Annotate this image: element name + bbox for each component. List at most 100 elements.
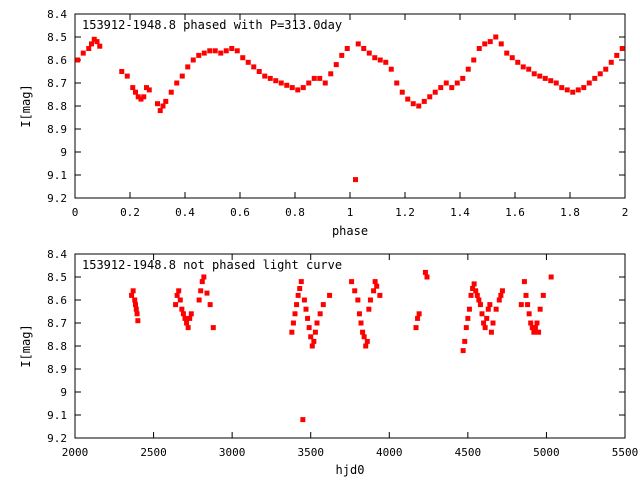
phased-data-point: [322, 80, 328, 86]
unphased-data-point: [476, 297, 482, 303]
phased-x-axis: 0 0.2 0.4 0.6 0.8 1 1.2 1.4 1.6 1.8 2: [72, 14, 628, 219]
phased-data-point: [300, 85, 306, 91]
unphased-data-point: [529, 325, 535, 331]
phased-data-point: [388, 66, 394, 72]
unphased-data-point: [479, 311, 485, 317]
unphased-data-point: [301, 297, 307, 303]
unphased-x-tick-label: 3000: [219, 446, 246, 459]
unphased-x-tick-label: 4500: [455, 446, 482, 459]
phased-data-point: [460, 75, 466, 81]
unphased-data-point: [303, 306, 309, 312]
phased-data-point: [443, 80, 449, 86]
unphased-data-point: [188, 311, 194, 317]
phased-chart-title: 153912-1948.8 phased with P=313.0day: [82, 18, 342, 32]
unphased-data-point: [196, 297, 202, 303]
phased-x-tick-label: 0.2: [120, 206, 140, 219]
unphased-data-point: [487, 302, 493, 308]
unphased-data-point: [174, 292, 180, 298]
unphased-data-point: [531, 329, 537, 335]
phased-data-point: [234, 48, 240, 54]
phased-data-point: [454, 80, 460, 86]
phased-data-point: [564, 87, 570, 93]
unphased-data-point: [470, 286, 476, 291]
phased-data-point: [212, 48, 218, 54]
unphased-data-point: [201, 274, 207, 280]
phased-y-tick-label: 8.9: [47, 123, 67, 136]
phased-data-point: [163, 98, 169, 104]
unphased-x-tick-label: 2500: [140, 446, 167, 459]
phased-x-tick-label: 1.6: [505, 206, 525, 219]
phased-data-point: [80, 50, 86, 56]
phased-data-point: [89, 41, 94, 47]
phased-data-point: [339, 52, 345, 58]
phased-data-point: [133, 89, 138, 95]
unphased-data-point: [129, 292, 135, 298]
phased-data-point: [245, 59, 251, 65]
unphased-data-point: [364, 338, 370, 344]
unphased-data-point: [548, 274, 554, 280]
unphased-data-point: [477, 302, 483, 308]
phased-data-point: [421, 98, 427, 104]
unphased-data-point: [207, 302, 213, 308]
phased-x-tick-label: 1.4: [450, 206, 470, 219]
unphased-x-axis: 2000 2500 3000 3500 4000 4500 5000 5500: [62, 254, 638, 459]
phased-data-point: [531, 71, 537, 77]
unphased-data-point: [294, 302, 300, 308]
unphased-y-tick-label: 8.7: [47, 317, 67, 330]
phased-x-axis-title: phase: [332, 224, 368, 238]
unphased-y-tick-label: 8.6: [47, 294, 67, 307]
phased-data-point: [144, 85, 149, 91]
phased-data-point: [597, 71, 603, 77]
unphased-data-point: [523, 292, 529, 298]
unphased-y-tick-label: 8.9: [47, 363, 67, 376]
unphased-data-point: [481, 320, 487, 326]
unphased-data-point: [292, 311, 298, 317]
unphased-y-tick-label: 8.5: [47, 271, 67, 284]
phased-y-tick-label: 9.2: [47, 192, 67, 205]
phased-data-point: [449, 85, 455, 91]
phased-data-point: [427, 94, 433, 100]
phased-data-point: [75, 57, 81, 63]
phased-data-point: [465, 66, 471, 72]
phased-series: [75, 34, 625, 183]
phased-data-point: [383, 59, 389, 65]
unphased-data-point: [177, 297, 183, 303]
phased-data-point: [542, 75, 548, 81]
unphased-x-tick-label: 4000: [376, 446, 403, 459]
unphased-data-point: [540, 292, 546, 298]
phased-data-point: [141, 94, 147, 100]
phased-data-point: [94, 39, 100, 45]
unphased-data-point: [496, 297, 502, 303]
unphased-data-point: [182, 315, 188, 321]
phased-data-point: [262, 73, 268, 79]
unphased-data-point: [366, 306, 372, 312]
phased-data-point: [355, 41, 361, 47]
unphased-data-point: [204, 290, 210, 296]
phased-data-point: [586, 80, 592, 86]
unphased-data-point: [198, 288, 204, 294]
phased-data-point: [179, 73, 185, 79]
phased-y-tick-label: 8.5: [47, 31, 67, 44]
unphased-data-point: [534, 320, 540, 326]
unphased-data-point: [377, 292, 383, 298]
phased-data-point: [223, 48, 229, 54]
unphased-data-point: [499, 288, 505, 294]
unphased-data-point: [298, 279, 304, 285]
unphased-data-point: [180, 311, 186, 317]
unphased-y-tick-label: 8.4: [47, 248, 67, 261]
unphased-data-point: [349, 279, 355, 285]
phased-data-point: [592, 75, 598, 81]
unphased-data-point: [300, 417, 306, 423]
phased-data-point: [394, 80, 400, 86]
unphased-data-point: [372, 279, 378, 285]
unphased-chart: 153912-1948.8 not phased light curve 8.4…: [19, 248, 638, 477]
phased-data-point: [135, 94, 141, 100]
unphased-chart-title: 153912-1948.8 not phased light curve: [82, 258, 342, 272]
phased-data-point: [86, 46, 92, 51]
unphased-data-point: [465, 315, 471, 321]
unphased-data-point: [416, 311, 422, 317]
phased-data-point: [498, 41, 504, 47]
unphased-y-tick-label: 8.8: [47, 340, 67, 353]
unphased-data-point: [424, 274, 430, 280]
unphased-data-point: [352, 288, 358, 294]
